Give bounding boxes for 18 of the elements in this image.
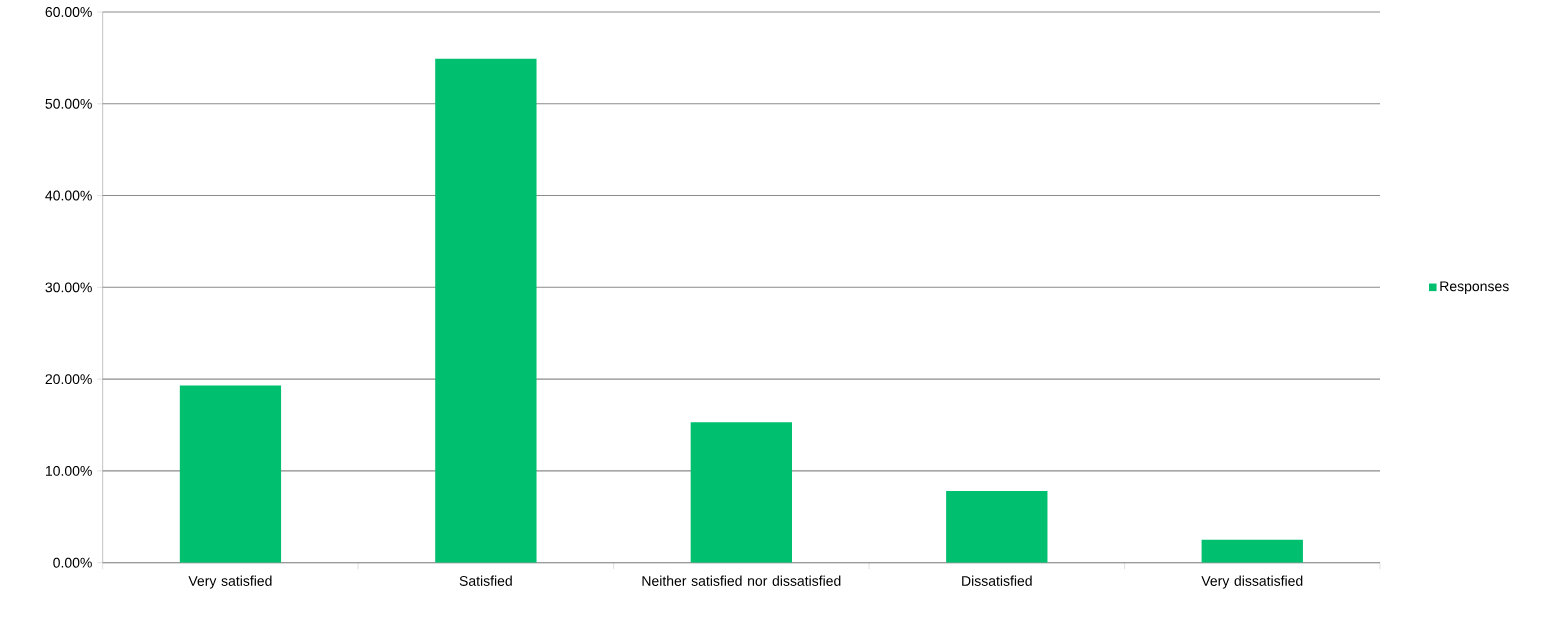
y-tick-label: 60.00% (45, 7, 92, 17)
x-tick-label: Dissatisfied (962, 575, 1032, 586)
bar (435, 58, 537, 563)
y-tick-label: 10.00% (45, 465, 92, 476)
legend-label: Responses (1440, 281, 1509, 295)
y-tick-label: 30.00% (45, 282, 92, 293)
bar (690, 422, 792, 563)
x-tick-label: Satisfied (459, 575, 512, 586)
x-tick-label: Neither satisfied nor dissatisfied (642, 575, 841, 586)
x-tick-label: Very satisfied (188, 575, 272, 589)
x-tick-label: Very dissatisfied (1201, 575, 1303, 589)
y-tick-label: 20.00% (45, 374, 92, 385)
bar (946, 491, 1048, 563)
bar (179, 385, 282, 563)
y-tick-label: 50.00% (45, 98, 92, 109)
y-tick-label: 0.00% (53, 557, 92, 568)
bar (1201, 539, 1303, 563)
y-tick-label: 40.00% (45, 190, 92, 201)
